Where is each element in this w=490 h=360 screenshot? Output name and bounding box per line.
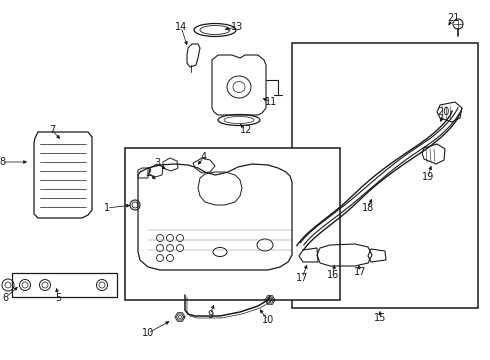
Text: 15: 15 [374,313,386,323]
Text: 18: 18 [362,203,374,213]
Text: 4: 4 [201,152,207,162]
Text: 10: 10 [142,328,154,338]
Text: 6: 6 [2,293,8,303]
Text: 14: 14 [175,22,187,32]
Bar [125,148,340,300]
Text: 12: 12 [240,125,252,135]
Text: 9: 9 [207,310,213,320]
Text: 3: 3 [154,158,160,168]
Text: 17: 17 [296,273,308,283]
Text: 19: 19 [422,172,434,182]
Bar [12,273,117,297]
Text: 7: 7 [49,125,55,135]
Text: 2: 2 [145,168,151,178]
Text: 13: 13 [231,22,243,32]
Text: 5: 5 [55,293,61,303]
Text: 17: 17 [354,267,366,277]
Text: 11: 11 [265,97,277,107]
Text: 10: 10 [262,315,274,325]
Text: 1: 1 [104,203,110,213]
Bar [292,43,478,308]
Text: 21: 21 [447,13,459,23]
Text: 16: 16 [327,270,339,280]
Text: 8: 8 [0,157,5,167]
Text: 20: 20 [437,107,449,117]
